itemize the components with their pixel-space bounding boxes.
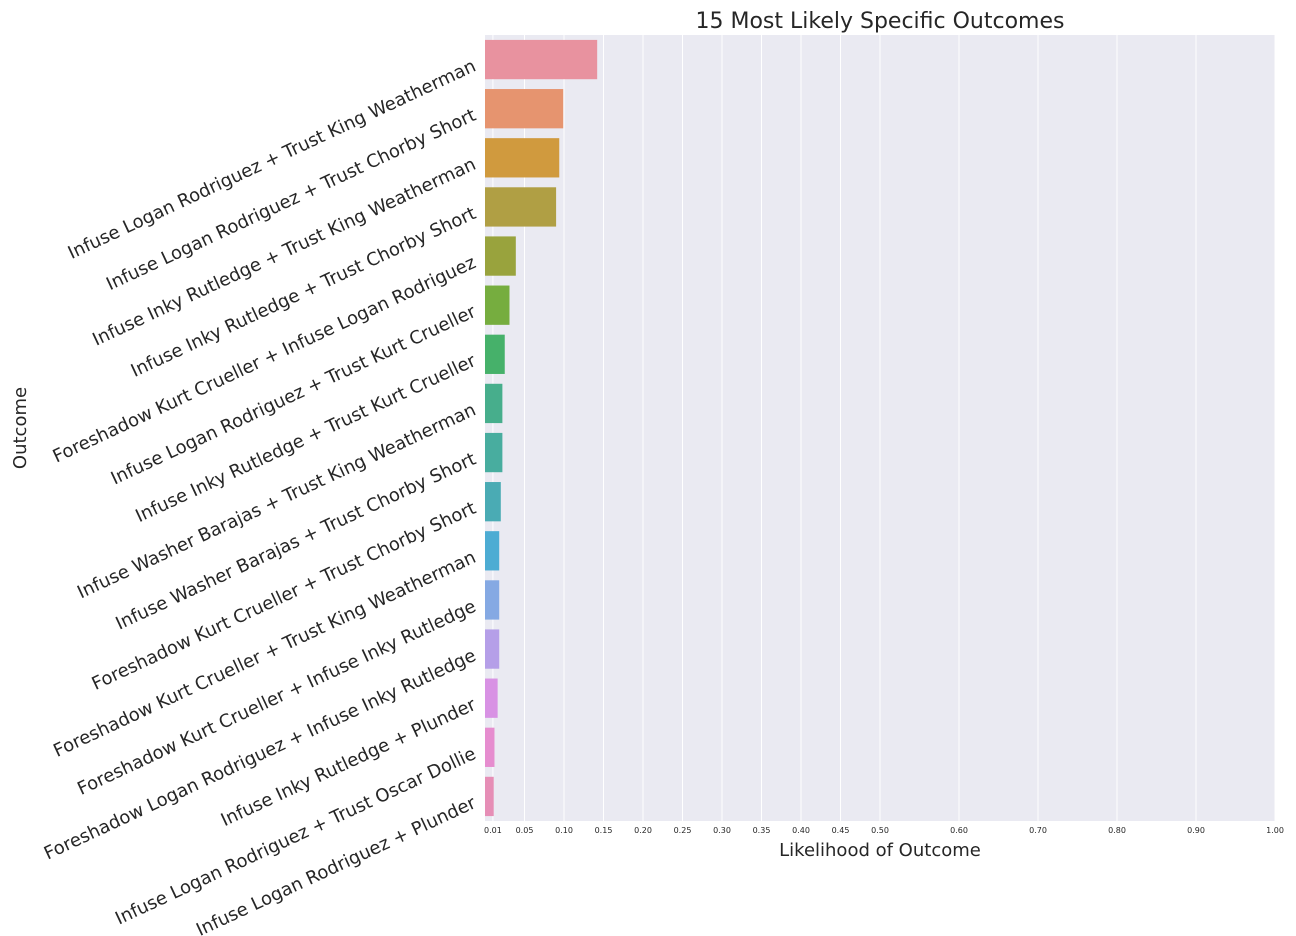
- x-tick-label: 0.15: [595, 826, 613, 835]
- x-tick-label: 0.40: [792, 826, 810, 835]
- x-tick-labels: 0.01 0.05 0.10 0.15 0.20 0.25 0.30 0.35 0.40 0.45…: [484, 826, 1284, 835]
- category-label: Foreshadow Kurt Crueller + Trust Chorby …: [89, 498, 480, 695]
- x-tick-label: 0.25: [674, 826, 692, 835]
- bar: [485, 138, 560, 178]
- x-tick-label: 0.05: [516, 826, 534, 835]
- bar: [485, 383, 503, 424]
- x-tick-label: 0.30: [713, 826, 731, 835]
- bars: [485, 39, 598, 817]
- x-axis-label: Likelihood of Outcome: [779, 840, 981, 861]
- bar: [485, 629, 500, 669]
- bar: [485, 727, 495, 767]
- category-label: Infuse Inky Rutledge + Trust King Weathe…: [89, 154, 479, 351]
- x-tick-label: 0.35: [753, 826, 771, 835]
- x-tick-label: 1.00: [1266, 826, 1284, 835]
- x-tick-label: 0.60: [950, 826, 968, 835]
- bar: [485, 580, 500, 620]
- bar: [485, 482, 501, 522]
- x-tick-label: 0.01: [484, 826, 502, 835]
- x-tick-label: 0.80: [1108, 826, 1126, 835]
- x-tick-label: 0.50: [871, 826, 889, 835]
- bar: [485, 334, 505, 374]
- x-tick-label: 0.10: [555, 826, 573, 835]
- x-tick-label: 0.20: [634, 826, 652, 835]
- x-tick-label: 0.90: [1187, 826, 1205, 835]
- bar: [485, 776, 494, 817]
- bar: [485, 236, 516, 276]
- bar: [485, 432, 503, 473]
- y-axis-label: Outcome: [10, 387, 31, 469]
- bar: [485, 678, 498, 718]
- category-labels: Infuse Logan Rodriguez + Trust King Weat…: [41, 56, 480, 936]
- grid-lines: [492, 35, 1276, 821]
- x-tick-label: 0.70: [1029, 826, 1047, 835]
- bar: [485, 531, 500, 571]
- x-tick-label: 0.45: [832, 826, 850, 835]
- bar: [485, 89, 564, 129]
- chart-title: 15 Most Likely Specific Outcomes: [696, 9, 1065, 34]
- bar: [485, 39, 598, 80]
- bar: [485, 285, 510, 325]
- bar: [485, 187, 557, 227]
